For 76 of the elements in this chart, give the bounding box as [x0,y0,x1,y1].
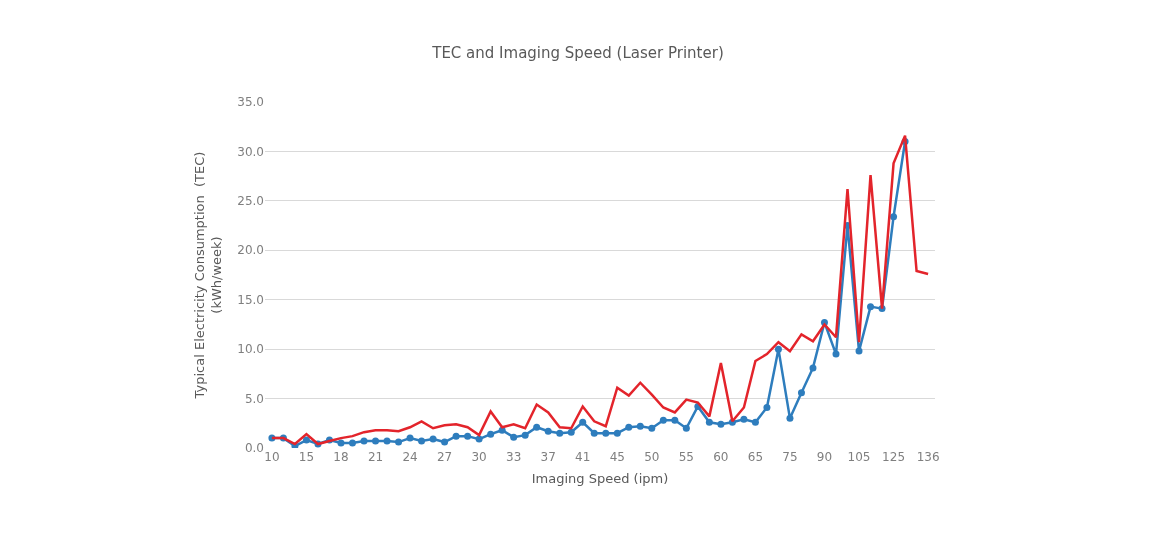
point [671,416,679,424]
x-tick-label: 33 [506,450,522,464]
point [372,437,380,445]
x-tick-label: 41 [575,450,591,464]
x-tick-label: 30 [471,450,487,464]
x-tick-label: 27 [436,450,453,464]
x-tick-label: 18 [333,450,349,464]
x-tick-label: 24 [402,450,418,464]
x-tick-label: 50 [644,450,660,464]
point [648,424,656,432]
x-tick-label: 21 [367,450,384,464]
point [475,435,483,443]
x-tick-label: 90 [816,450,833,464]
x-tick-label: 45 [609,450,625,464]
y-tick-label: 10.0 [237,342,264,357]
x-tick-label: 37 [540,450,556,464]
point [625,423,633,431]
point [544,427,552,435]
y-tick-label: 20.0 [237,243,264,258]
y-tick-label: 0.0 [244,441,264,456]
point [890,213,898,221]
point [786,414,794,422]
point [383,437,391,445]
point [510,433,518,441]
point [797,389,805,397]
x-tick-label: 105 [847,450,871,464]
point [441,438,449,446]
point [740,415,748,423]
point [855,347,863,355]
point [763,403,771,411]
point [395,438,403,446]
x-tick-label: 60 [713,450,729,464]
x-tick-label: 55 [678,450,694,464]
point [682,424,690,432]
point [774,345,782,353]
point [406,434,414,442]
point [348,439,356,447]
point [567,428,575,436]
point [360,437,368,445]
y-tick-label: 5.0 [244,391,264,406]
x-axis-title: Imaging Speed (ipm) [531,470,669,486]
point [579,418,587,426]
point [636,422,644,430]
y-tick-label: 25.0 [237,194,264,209]
point [533,423,541,431]
x-tick-label: 75 [782,450,798,464]
point [832,350,840,358]
point [602,429,610,437]
point [867,303,875,311]
point [337,439,345,447]
x-tick-label: 15 [298,450,315,464]
point [429,435,437,443]
y-tick-label: 35.0 [237,95,264,110]
point [751,418,759,426]
point [717,420,725,428]
point [659,416,667,424]
x-tick-label: 136 [916,450,940,464]
x-tick-label: 65 [747,450,764,464]
point [590,429,598,437]
point [464,432,472,440]
y-tick-label: 15.0 [237,292,264,307]
point [705,418,713,426]
point [498,426,506,434]
point [487,430,495,438]
point [418,437,426,445]
x-tick-label: 125 [882,450,906,464]
point [809,364,817,372]
x-tick-label: 10 [264,450,280,464]
y-tick-label: 30.0 [237,144,264,159]
point [521,431,529,439]
chart-title: TEC and Imaging Speed (Laser Printer) [431,43,724,62]
point [613,429,621,437]
y-axis-title: Typical Electricity Consumption (TEC) (kWh/week) [192,151,225,400]
point [452,432,460,440]
point [302,436,310,444]
point [556,429,564,437]
